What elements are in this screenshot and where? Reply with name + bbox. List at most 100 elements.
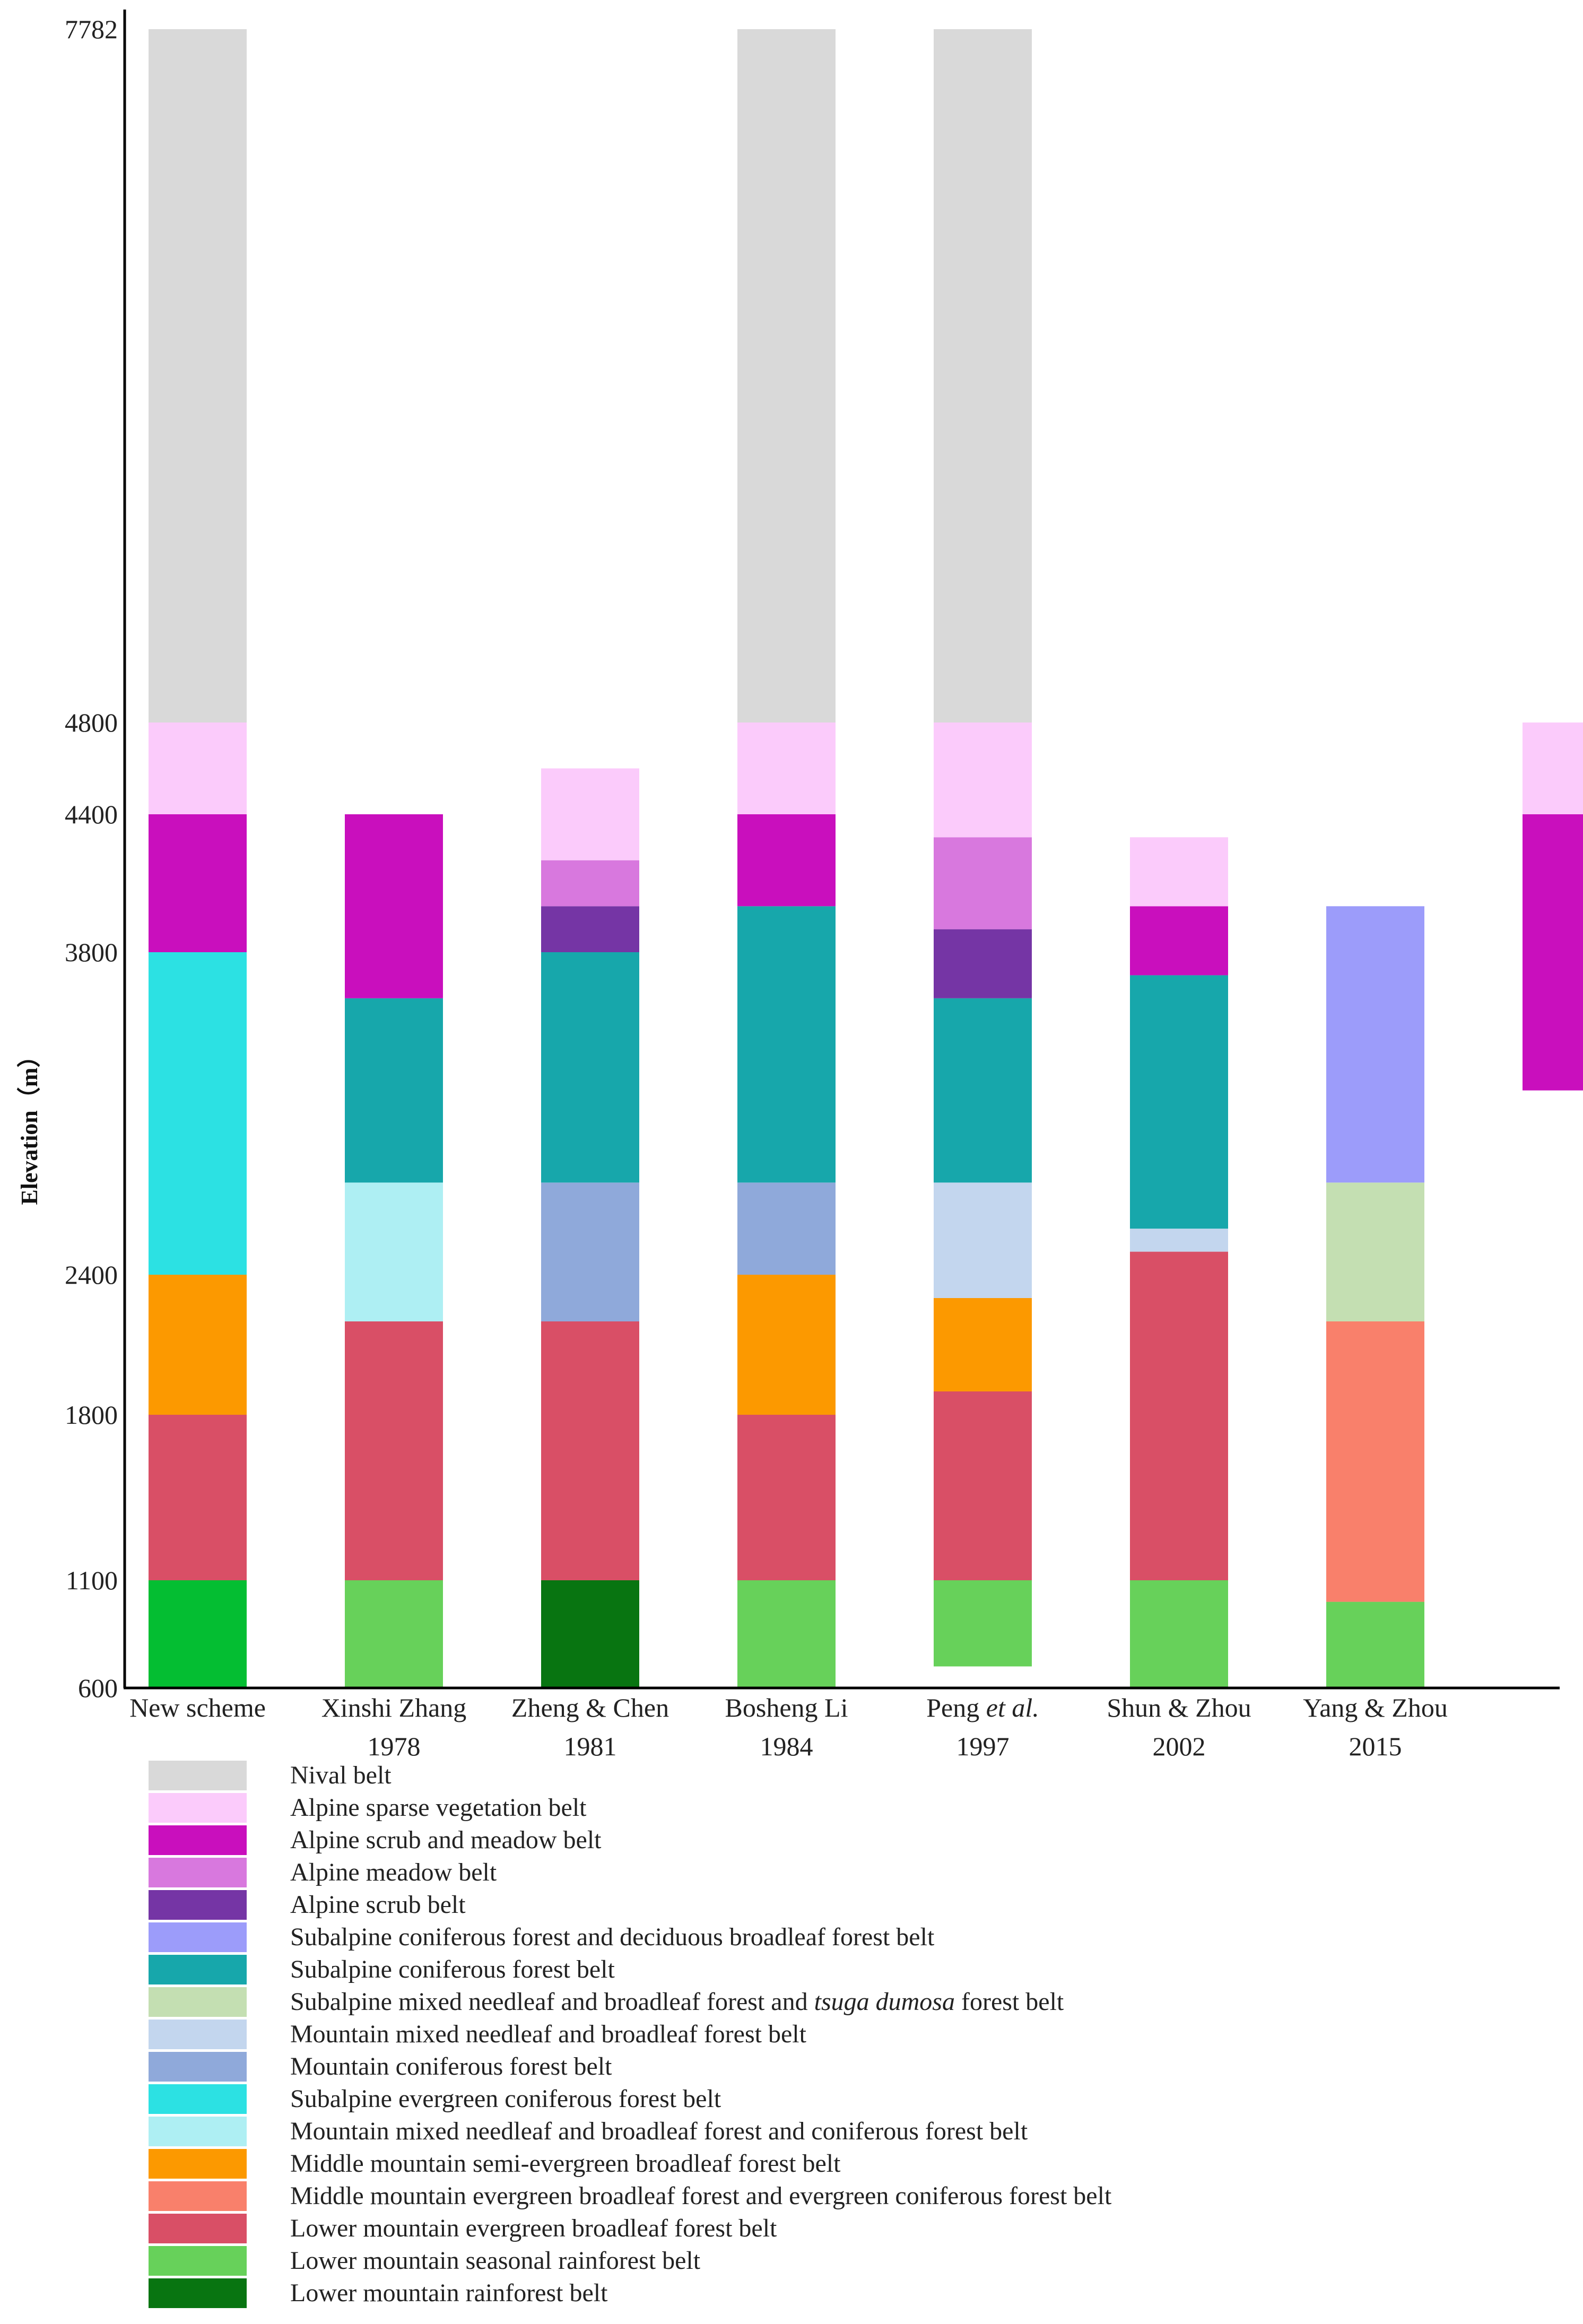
bar-segment — [149, 952, 247, 1275]
bar-segment — [345, 1321, 443, 1580]
legend-swatch — [149, 1857, 247, 1887]
legend-item: Alpine sparse vegetation belt — [149, 1791, 1554, 1824]
legend-label: Middle mountain evergreen broadleaf fore… — [290, 2181, 1112, 2210]
legend-item: Subalpine coniferous forest belt — [149, 1953, 1554, 1986]
bar-segment — [541, 1321, 639, 1580]
legend-label: Alpine scrub belt — [290, 1890, 466, 1919]
legend-item: Middle mountain evergreen broadleaf fore… — [149, 2180, 1554, 2212]
bar-segment — [1130, 975, 1228, 1229]
bar-segment — [345, 1580, 443, 1688]
legend-label: Mountain mixed needleaf and broadleaf fo… — [290, 2117, 1028, 2145]
bar-segment — [541, 1182, 639, 1321]
bar-segment — [345, 998, 443, 1183]
legend-item: Middle mountain semi-evergreen broadleaf… — [149, 2147, 1554, 2180]
legend-item: Mountain mixed needleaf and broadleaf fo… — [149, 2018, 1554, 2050]
bar-segment — [737, 1580, 836, 1688]
legend-swatch — [149, 1825, 247, 1855]
legend-swatch — [149, 2019, 247, 2049]
bar-segment — [934, 1580, 1032, 1667]
bar-segment — [737, 814, 836, 907]
y-tick-label: 1800 — [65, 1400, 118, 1430]
x-category-layer: New scheme Xinshi Zhang 1978 Zheng & Chen 19… — [129, 1693, 1448, 1756]
legend-item: Lower mountain rainforest belt — [149, 2277, 1554, 2309]
legend-swatch — [149, 2051, 247, 2082]
bar-segment — [541, 952, 639, 1183]
bar-segment — [345, 1182, 443, 1321]
legend-swatch — [149, 1954, 247, 1984]
legend-swatch — [149, 1760, 247, 1790]
bar-segment — [934, 998, 1032, 1183]
legend-label: Lower mountain rainforest belt — [290, 2278, 608, 2307]
bar-segment — [1326, 1321, 1424, 1602]
legend-item: Alpine scrub and meadow belt — [149, 1824, 1554, 1856]
x-category-label: Xinshi Zhang — [321, 1693, 467, 1722]
legend-label: Alpine sparse vegetation belt — [290, 1793, 587, 1822]
legend-label: Subalpine mixed needleaf and broadleaf f… — [290, 1987, 1064, 2016]
x-category-label: 2015 — [1349, 1731, 1402, 1756]
legend-swatch — [149, 2245, 247, 2276]
legend-swatch — [149, 2084, 247, 2114]
bar-segment — [737, 723, 836, 814]
bar-segment — [149, 1415, 247, 1580]
bar-segment — [541, 860, 639, 907]
legend-swatch — [149, 2213, 247, 2243]
x-category-label: 1984 — [760, 1731, 813, 1756]
y-tick-label: 3800 — [65, 937, 118, 967]
bar-segment — [541, 1580, 639, 1688]
bar-segment — [1130, 906, 1228, 976]
bar-segment — [934, 1182, 1032, 1298]
x-category-label: 2002 — [1153, 1731, 1206, 1756]
legend-swatch — [149, 2116, 247, 2146]
bar-segment — [149, 814, 247, 952]
legend-label: Subalpine coniferous forest belt — [290, 1955, 615, 1983]
legend-swatch — [149, 2148, 247, 2179]
legend-label: Subalpine evergreen coniferous forest be… — [290, 2084, 721, 2113]
legend-label: Subalpine coniferous forest and deciduou… — [290, 1922, 935, 1951]
y-tick-label: 1100 — [66, 1565, 118, 1595]
legend-label: Lower mountain seasonal rainforest belt — [290, 2246, 701, 2275]
elevation-chart: 600 1100 1800 2400 3800 4400 4800 7782 New sche… — [16, 10, 1583, 1756]
legend-item: Subalpine coniferous forest and deciduou… — [149, 1921, 1554, 1953]
bar-segment — [1326, 1182, 1424, 1321]
bar-segment — [934, 1298, 1032, 1391]
legend: Nival belt Alpine sparse vegetation belt A… — [149, 1759, 1554, 2309]
legend-label: Mountain mixed needleaf and broadleaf fo… — [290, 2020, 806, 2048]
bar-segment — [737, 906, 836, 1183]
legend-item: Nival belt — [149, 1759, 1554, 1791]
x-category-label: New scheme — [129, 1693, 266, 1722]
legend-item: Alpine meadow belt — [149, 1856, 1554, 1888]
y-tick-label: 600 — [78, 1673, 118, 1703]
bar-segment — [934, 723, 1032, 838]
bar-segment — [345, 814, 443, 998]
bar-segment — [1523, 723, 1583, 814]
y-tick-label: 7782 — [65, 14, 118, 44]
legend-item: Mountain coniferous forest belt — [149, 2050, 1554, 2083]
bar-segment — [1130, 1580, 1228, 1688]
legend-item: Subalpine evergreen coniferous forest be… — [149, 2083, 1554, 2115]
bar-segment — [737, 29, 836, 723]
legend-label: Alpine scrub and meadow belt — [290, 1825, 602, 1854]
legend-item: Subalpine mixed needleaf and broadleaf f… — [149, 1986, 1554, 2018]
legend-label: Alpine meadow belt — [290, 1858, 497, 1886]
legend-item: Alpine scrub belt — [149, 1888, 1554, 1921]
bar-segment — [541, 906, 639, 952]
bar-segment — [1326, 1601, 1424, 1688]
x-category-label: Peng et al. — [926, 1693, 1039, 1722]
y-tick-label: 4800 — [65, 708, 118, 737]
legend-swatch — [149, 1922, 247, 1952]
bar-segment — [541, 768, 639, 860]
x-category-label: Yang & Zhou — [1303, 1693, 1448, 1722]
y-tick-label: 4400 — [65, 799, 118, 829]
legend-item: Lower mountain seasonal rainforest belt — [149, 2244, 1554, 2277]
legend-swatch — [149, 1987, 247, 2017]
x-category-label: Bosheng Li — [725, 1693, 848, 1722]
legend-swatch — [149, 2181, 247, 2211]
x-category-label: Zheng & Chen — [511, 1693, 669, 1722]
legend-label: Mountain coniferous forest belt — [290, 2052, 612, 2081]
bar-segment — [934, 29, 1032, 723]
bar-segment — [149, 29, 247, 723]
bar-segment — [1130, 1229, 1228, 1252]
bar-segment — [934, 929, 1032, 998]
bar-segment — [737, 1415, 836, 1580]
bar-segment — [737, 1275, 836, 1415]
